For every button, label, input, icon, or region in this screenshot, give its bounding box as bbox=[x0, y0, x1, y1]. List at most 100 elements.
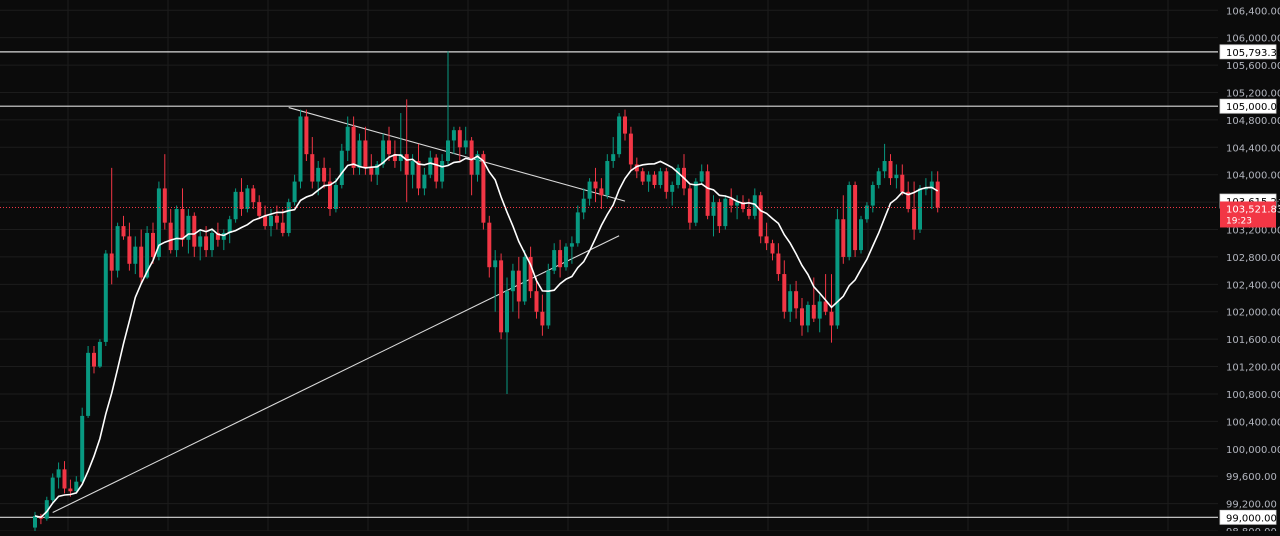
candle-body bbox=[617, 116, 622, 155]
candle-body bbox=[174, 208, 179, 251]
candle-body bbox=[811, 304, 816, 319]
candle-body bbox=[923, 188, 928, 190]
candle-body bbox=[581, 198, 586, 213]
candle-body bbox=[103, 253, 108, 342]
candle-body bbox=[310, 154, 315, 182]
candle-body bbox=[552, 250, 557, 271]
candle-body bbox=[764, 236, 769, 244]
candle-body bbox=[900, 174, 905, 192]
candle-body bbox=[699, 171, 704, 182]
candle-body bbox=[534, 291, 539, 312]
candle-body bbox=[422, 174, 427, 189]
candle-body bbox=[505, 291, 509, 333]
level-price-label: 99,000.00 bbox=[1226, 513, 1277, 524]
candle-body bbox=[151, 232, 155, 257]
price-tick-label: 98,800.00 bbox=[1226, 527, 1277, 531]
candle-body bbox=[752, 195, 757, 216]
horizontal-levels[interactable] bbox=[0, 51, 1218, 518]
level-price-label-box bbox=[1219, 509, 1277, 525]
candle-body bbox=[133, 246, 138, 264]
candle-body bbox=[210, 232, 214, 251]
candle-body bbox=[68, 488, 73, 492]
price-tick-label: 103,200.00 bbox=[1226, 226, 1280, 237]
level-price-label-box bbox=[1219, 44, 1277, 60]
candle-body bbox=[817, 301, 822, 319]
candle-body bbox=[457, 130, 462, 148]
price-tick-label: 102,800.00 bbox=[1226, 253, 1280, 264]
candle-body bbox=[782, 274, 787, 312]
candle-body bbox=[269, 215, 273, 227]
price-tick-label: 104,800.00 bbox=[1226, 116, 1280, 127]
price-tick-label: 101,200.00 bbox=[1226, 363, 1280, 374]
candle-body bbox=[109, 253, 114, 271]
candle-body bbox=[392, 154, 397, 162]
candle-body bbox=[652, 174, 657, 185]
upper-trendline[interactable] bbox=[288, 107, 626, 202]
candle-body bbox=[204, 236, 209, 251]
candle-body bbox=[168, 222, 173, 251]
candle-body bbox=[516, 270, 521, 302]
candle-body bbox=[74, 481, 79, 492]
candle-body bbox=[404, 154, 409, 175]
candle-body bbox=[56, 469, 61, 478]
candle-body bbox=[215, 232, 220, 240]
candle-body bbox=[227, 219, 232, 233]
candle-body bbox=[363, 140, 368, 168]
price-tick-label: 105,200.00 bbox=[1226, 88, 1280, 99]
candle-body bbox=[918, 188, 922, 230]
current-price-label: 103,521.83 bbox=[1226, 204, 1280, 215]
candle-body bbox=[800, 308, 804, 326]
candle-body bbox=[192, 215, 197, 247]
candle-body bbox=[623, 116, 627, 134]
candle-body bbox=[717, 202, 722, 227]
candle-body bbox=[859, 219, 863, 251]
candle-body bbox=[575, 212, 580, 244]
candle-body bbox=[823, 301, 828, 312]
candle-body bbox=[33, 515, 37, 528]
candle-body bbox=[741, 202, 745, 209]
candle-body bbox=[50, 477, 55, 501]
candle-body bbox=[339, 150, 344, 185]
price-tick-label: 100,400.00 bbox=[1226, 417, 1280, 428]
candle-body bbox=[86, 352, 91, 416]
candle-body bbox=[664, 171, 669, 192]
candle-body bbox=[829, 311, 834, 326]
candle-body bbox=[805, 304, 810, 326]
candle-body bbox=[935, 181, 940, 208]
candle-body bbox=[835, 219, 840, 326]
candle-body bbox=[97, 341, 102, 367]
candle-body bbox=[676, 167, 681, 185]
candle-body bbox=[440, 161, 445, 182]
candle-body bbox=[487, 222, 492, 268]
candle-body bbox=[758, 195, 763, 237]
candle-body bbox=[304, 116, 309, 155]
candle-body bbox=[463, 140, 468, 148]
candle-body bbox=[870, 184, 875, 206]
candle-body bbox=[186, 215, 191, 240]
candle-body bbox=[593, 181, 598, 189]
candle-body bbox=[145, 232, 150, 278]
price-tick-label: 104,400.00 bbox=[1226, 143, 1280, 154]
price-tick-label: 106,000.00 bbox=[1226, 34, 1280, 45]
candle-body bbox=[280, 222, 285, 233]
candle-body bbox=[746, 208, 751, 216]
level-price-label: 105,793.39 bbox=[1226, 48, 1280, 59]
candle-body bbox=[357, 140, 362, 168]
candle-body bbox=[428, 157, 433, 175]
candle-body bbox=[162, 188, 167, 223]
candle-body bbox=[687, 188, 692, 223]
candle-body bbox=[410, 161, 415, 175]
candle-body bbox=[558, 250, 563, 268]
candle-body bbox=[646, 174, 651, 182]
candle-body bbox=[729, 198, 734, 206]
candle-body bbox=[333, 184, 338, 209]
candle-body bbox=[599, 188, 604, 196]
candle-body bbox=[723, 198, 728, 227]
candle-body bbox=[328, 181, 332, 209]
grid bbox=[0, 0, 1218, 532]
price-tick-label: 100,800.00 bbox=[1226, 390, 1280, 401]
price-labels: 105,793.39105,000.0099,000.00103,615.281… bbox=[1219, 44, 1280, 525]
candle-body bbox=[139, 246, 144, 278]
